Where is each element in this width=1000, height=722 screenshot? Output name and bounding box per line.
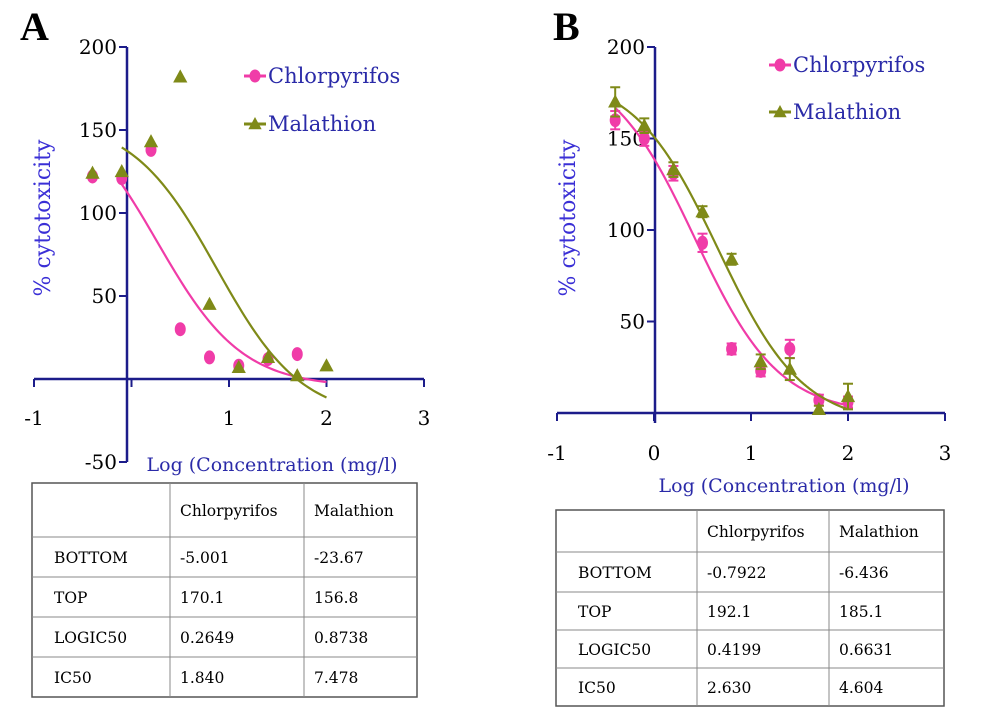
data-point — [782, 361, 797, 375]
panel-letter: A — [20, 4, 49, 49]
table-header-cell: Malathion — [839, 523, 919, 541]
table-cell: LOGIC50 — [54, 629, 127, 647]
table-header-cell: Malathion — [314, 502, 394, 520]
series-chlorpyrifos — [87, 142, 327, 384]
table-cell: BOTTOM — [578, 564, 652, 582]
series-malathion — [85, 69, 334, 399]
table-header-cell: Chlorpyrifos — [707, 523, 805, 541]
data-point — [666, 162, 681, 176]
x-tick-label: 1 — [745, 441, 758, 465]
results-table: Chlorpyrifos Malathion BOTTOM -0.7922 -6.436… — [555, 509, 945, 707]
legend-label: Chlorpyrifos — [793, 53, 925, 77]
y-tick-label: 200 — [79, 35, 117, 59]
data-point — [840, 389, 856, 403]
data-point — [231, 359, 246, 374]
x-tick-label: 2 — [842, 441, 855, 465]
data-point — [608, 94, 623, 108]
y-tick-label: 100 — [79, 201, 117, 225]
data-point — [173, 69, 188, 83]
legend-label: Malathion — [793, 100, 901, 124]
data-point — [114, 164, 129, 178]
table-cell: -5.001 — [180, 549, 230, 567]
table-cell: 0.2649 — [180, 629, 234, 647]
table-cell: 170.1 — [180, 589, 224, 607]
series-malathion — [608, 86, 856, 415]
data-point — [695, 204, 710, 218]
data-point — [319, 358, 334, 372]
table-border — [555, 509, 945, 707]
data-point — [755, 363, 767, 378]
table-cell: 2.630 — [707, 679, 751, 697]
table-header-cell: Chlorpyrifos — [180, 502, 278, 520]
fit-curve — [121, 146, 327, 399]
table-cell: TOP — [54, 589, 87, 607]
table-cell: 1.840 — [180, 669, 224, 687]
data-point — [290, 368, 305, 382]
data-point — [811, 401, 827, 415]
legend-label: Chlorpyrifos — [268, 64, 400, 88]
table-cell: BOTTOM — [54, 549, 128, 567]
x-tick-label: -1 — [547, 441, 566, 465]
x-tick-label: -1 — [24, 406, 43, 430]
table-cell: 0.8738 — [314, 629, 368, 647]
data-point — [784, 341, 796, 356]
y-tick-label: 50 — [92, 284, 117, 308]
table-cell: -6.436 — [839, 564, 889, 582]
x-axis-label: Log (Concentration (mg/l) — [147, 454, 398, 476]
data-point — [143, 134, 159, 148]
table-border — [31, 482, 418, 698]
table-cell: LOGIC50 — [578, 641, 651, 659]
data-point — [638, 131, 650, 146]
y-tick-label: 50 — [620, 310, 645, 334]
table-cell: -23.67 — [314, 549, 364, 567]
results-table: Chlorpyrifos Malathion BOTTOM -5.001 -23.67 T… — [31, 482, 418, 698]
y-tick-label: 150 — [79, 118, 117, 142]
y-axis-label: % cytotoxicity — [31, 139, 56, 296]
legend-label: Malathion — [268, 112, 376, 136]
legend-marker — [774, 58, 786, 72]
data-point — [204, 350, 215, 365]
panel-letter: B — [553, 4, 580, 49]
table-cell: -0.7922 — [707, 564, 766, 582]
y-tick-label: 100 — [607, 218, 645, 242]
data-point — [85, 165, 100, 179]
table-cell: 4.604 — [839, 679, 884, 697]
data-point — [697, 235, 708, 250]
table-cell: IC50 — [54, 669, 92, 687]
fit-curve — [614, 101, 849, 411]
data-point — [726, 341, 738, 356]
data-point — [260, 349, 276, 364]
data-point — [174, 322, 186, 337]
x-axis-label: Log (Concentration (mg/l) — [659, 475, 910, 497]
table-cell: TOP — [578, 603, 611, 621]
table-cell: 185.1 — [839, 603, 883, 621]
data-point — [291, 347, 303, 362]
data-point — [753, 354, 768, 368]
table-cell: 7.478 — [314, 669, 358, 687]
x-tick-label: 3 — [418, 406, 431, 430]
table-cell: 0.4199 — [707, 641, 761, 659]
x-tick-label: 2 — [320, 406, 333, 430]
y-tick-label: 200 — [607, 35, 645, 59]
x-tick-label: 3 — [939, 441, 952, 465]
fit-curve — [614, 107, 849, 407]
y-axis-label: % cytotoxicity — [556, 139, 581, 296]
data-point — [637, 118, 652, 132]
table-cell: 0.6631 — [839, 641, 893, 659]
y-tick-label: -50 — [85, 450, 117, 474]
table-cell: 192.1 — [707, 603, 751, 621]
legend-marker — [248, 117, 262, 130]
table-cell: IC50 — [578, 679, 616, 697]
panel-a: A -50 50 100 150 200 -1 1 2 3 % cytotoxicity Log (C… — [20, 4, 431, 698]
legend-marker — [773, 105, 787, 118]
x-tick-label: 0 — [648, 441, 661, 465]
data-point — [202, 296, 217, 310]
x-tick-label: 1 — [223, 406, 236, 430]
legend-marker — [249, 69, 261, 83]
data-point — [724, 251, 739, 265]
table-cell: 156.8 — [314, 589, 358, 607]
